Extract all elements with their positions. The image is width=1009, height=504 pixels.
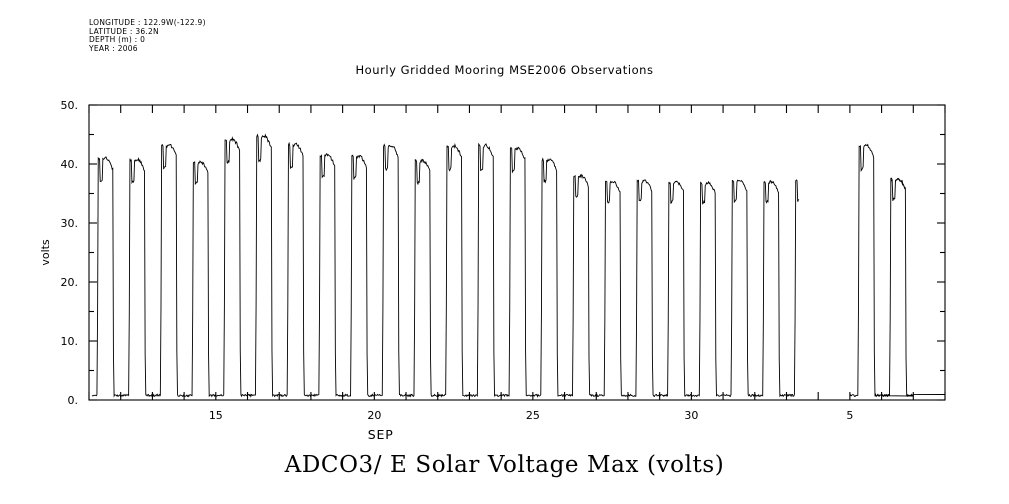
metadata-depth: DEPTH (m) : 0 — [89, 35, 146, 45]
station-metadata-block: LONGITUDE : 122.9W(-122.9) LATITUDE : 36… — [89, 18, 206, 53]
metadata-longitude: LONGITUDE : 122.9W(-122.9) — [89, 18, 206, 27]
svg-text:10.: 10. — [61, 335, 79, 348]
svg-text:5: 5 — [846, 409, 853, 422]
svg-text:50.: 50. — [61, 99, 79, 112]
svg-text:SEP: SEP — [368, 427, 394, 442]
svg-text:0.: 0. — [68, 394, 79, 407]
figure-caption: ADCO3/ E Solar Voltage Max (volts) — [284, 452, 725, 478]
svg-text:volts: volts — [39, 239, 52, 266]
y-axis-title: volts — [39, 239, 52, 266]
x-axis-ticks — [88, 105, 946, 400]
svg-text:25: 25 — [526, 409, 540, 422]
y-axis-tick-labels: 0. 10. 20. 30. 40. 50. — [61, 99, 79, 407]
svg-text:15: 15 — [209, 409, 223, 422]
svg-text:20: 20 — [367, 409, 381, 422]
svg-text:30: 30 — [684, 409, 698, 422]
chart-title: Hourly Gridded Mooring MSE2006 Observati… — [355, 63, 654, 77]
data-series-solar-voltage — [91, 133, 946, 399]
y-axis-ticks — [89, 104, 945, 401]
svg-text:30.: 30. — [61, 217, 79, 230]
x-axis-month-labels: SEPOCT — [368, 427, 394, 442]
axis-frame — [88, 104, 946, 401]
x-axis-tick-labels: 15 20 25 30 5 — [209, 409, 854, 422]
metadata-latitude: LATITUDE : 36.2N — [89, 26, 159, 36]
svg-text:40.: 40. — [61, 158, 79, 171]
svg-text:20.: 20. — [61, 276, 79, 289]
metadata-year: YEAR : 2006 — [89, 43, 138, 53]
